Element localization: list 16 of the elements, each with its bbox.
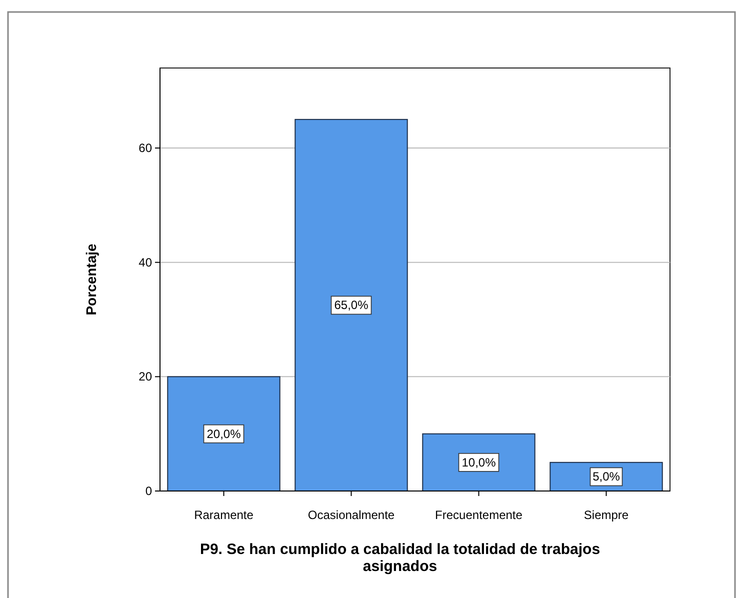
x-tick-label: Siempre (584, 508, 629, 522)
bar (167, 376, 280, 492)
data-label: 20,0% (206, 426, 242, 441)
x-tick-label: Raramente (194, 508, 254, 522)
y-tick-label: 20 (138, 370, 152, 384)
data-label: 5,0% (592, 470, 620, 484)
data-label: 65,0% (334, 298, 369, 312)
x-axis-title: P9. Se han cumplido a cabalidad la totalidad de trabajos asignados (200, 541, 600, 575)
y-tick-label: 40 (138, 255, 152, 270)
y-tick-label: 60 (138, 141, 152, 156)
x-tick-label: Frecuentemente (435, 508, 523, 522)
bar (294, 118, 408, 492)
data-label: 10,0% (462, 455, 496, 470)
y-tick-label: 0 (145, 484, 152, 498)
y-axis-title: Porcentaje (83, 243, 99, 316)
x-tick-label: Ocasionalmente (308, 508, 395, 522)
